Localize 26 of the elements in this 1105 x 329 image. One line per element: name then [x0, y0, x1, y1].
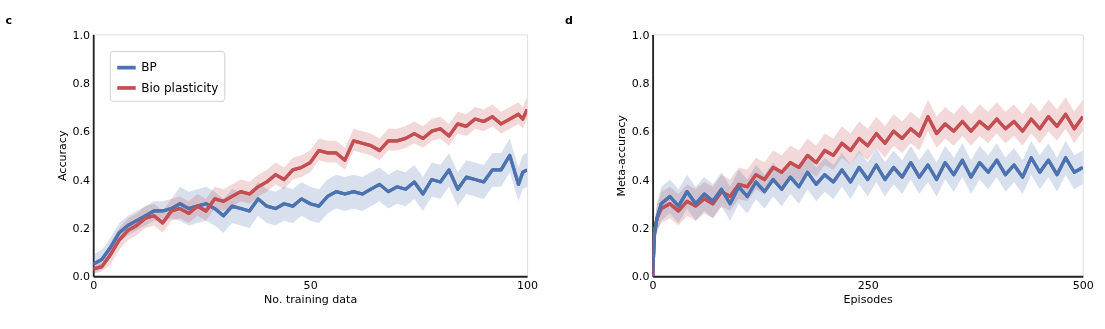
legend-label: BP [141, 60, 157, 75]
x-tick-label: 0 [649, 278, 657, 292]
x-tick-label: 250 [857, 278, 879, 292]
y-tick-label: 0.4 [72, 173, 91, 187]
y-tick-label: 0.4 [631, 173, 650, 187]
y-tick-label: 0.2 [72, 222, 91, 236]
chart-title: c [5, 14, 13, 28]
y-tick-label: 0.2 [631, 222, 650, 236]
y-tick-label: 0.8 [631, 76, 650, 90]
x-tick-label: 500 [1072, 278, 1094, 292]
x-axis-title: No. training data [264, 292, 358, 306]
y-axis-title: Meta-accuracy [615, 114, 629, 197]
legend-label: Bio plasticity [141, 80, 219, 95]
chart-title: d [564, 14, 573, 28]
y-tick-label: 0.6 [631, 125, 650, 139]
y-tick-label: 0.0 [631, 270, 650, 284]
x-tick-label: 50 [303, 278, 318, 292]
x-tick-label: 0 [90, 278, 98, 292]
y-tick-label: 0.0 [72, 270, 91, 284]
y-tick-label: 1.0 [72, 28, 91, 42]
x-tick-label: 100 [517, 278, 539, 292]
y-tick-label: 1.0 [631, 28, 650, 42]
y-tick-label: 0.6 [72, 125, 91, 139]
y-tick-label: 0.8 [72, 76, 91, 90]
x-axis-title: Episodes [843, 292, 894, 306]
y-axis-title: Accuracy [55, 130, 69, 182]
